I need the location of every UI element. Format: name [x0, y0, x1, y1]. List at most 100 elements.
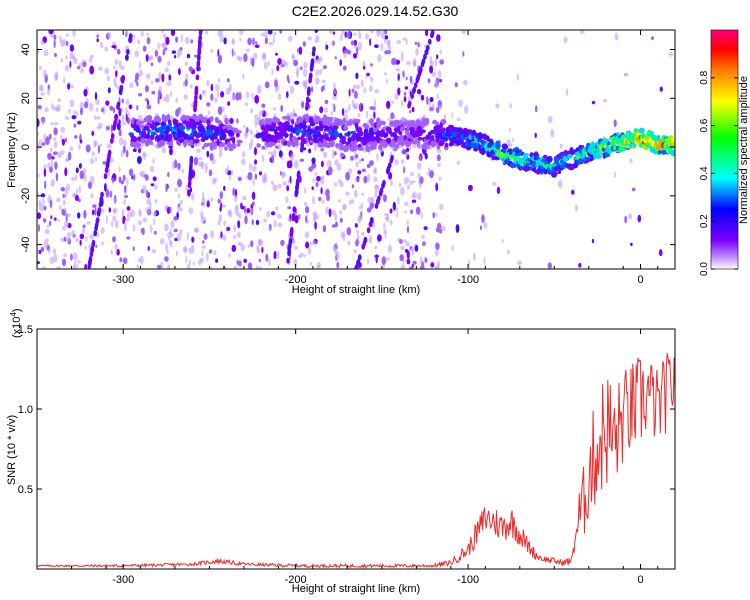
heatmap-cell: [81, 228, 86, 234]
heatmap-cell: [176, 250, 178, 257]
heatmap-cell: [300, 252, 304, 257]
heatmap-cell: [139, 255, 144, 265]
heatmap-cell: [210, 137, 215, 141]
heatmap-cell: [166, 113, 171, 121]
heatmap-cell: [299, 66, 303, 71]
heatmap-cell: [104, 46, 109, 52]
heatmap-cell: [376, 152, 379, 162]
heatmap-cell: [258, 258, 261, 263]
heatmap-cell: [223, 265, 226, 269]
heatmap-cell: [406, 147, 410, 152]
heatmap-cell: [218, 149, 223, 158]
heatmap-cell: [263, 218, 268, 223]
heatmap-cell: [427, 78, 431, 84]
heatmap-cell: [354, 223, 358, 228]
heatmap-cell: [122, 257, 128, 265]
heatmap-cell: [74, 135, 78, 139]
heatmap-cell: [373, 176, 378, 183]
heatmap-cell: [254, 114, 259, 121]
heatmap-cell: [485, 135, 490, 141]
heatmap-cell: [288, 160, 293, 169]
heatmap-cell: [203, 233, 208, 240]
heatmap-cell: [50, 179, 56, 187]
heatmap-cell: [89, 102, 94, 112]
heatmap-cell: [186, 264, 191, 269]
heatmap-cell: [225, 87, 231, 96]
heatmap-cell: [354, 264, 359, 269]
heatmap-cell: [357, 234, 360, 240]
heatmap-cell: [71, 230, 76, 237]
heatmap-cell: [389, 208, 393, 214]
heatmap-cell: [87, 181, 93, 189]
heatmap-cell: [44, 180, 47, 190]
heatmap-cell: [189, 139, 194, 145]
heatmap-cell: [516, 73, 519, 81]
heatmap-cell: [411, 106, 415, 113]
heatmap-cell: [115, 70, 118, 78]
heatmap-cell: [263, 172, 267, 181]
heatmap-cell: [657, 150, 663, 155]
heatmap-cell: [203, 220, 206, 224]
heatmap-cell: [124, 222, 127, 232]
heatmap-cell: [438, 140, 444, 147]
heatmap-cell: [315, 76, 320, 85]
heatmap-cell: [409, 75, 413, 84]
heatmap-cell: [37, 132, 40, 136]
heatmap-cell: [402, 259, 405, 266]
heatmap-cell: [183, 94, 188, 100]
heatmap-cell: [209, 266, 213, 269]
heatmap-cell: [150, 131, 157, 136]
heatmap-cell: [461, 30, 467, 35]
heatmap-cell: [303, 61, 308, 69]
heatmap-cell: [122, 145, 126, 154]
heatmap-cell: [96, 34, 99, 39]
heatmap-cell: [403, 91, 407, 96]
heatmap-cell: [216, 138, 220, 146]
heatmap-cell: [79, 139, 83, 144]
heatmap-cell: [454, 82, 458, 88]
heatmap-cell: [65, 55, 68, 60]
heatmap-cell: [43, 164, 47, 170]
heatmap-cell: [307, 86, 311, 93]
heatmap-cell: [339, 209, 342, 215]
heatmap-cell: [52, 151, 58, 155]
heatmap-cell: [358, 30, 362, 40]
heatmap-cell: [261, 145, 266, 150]
heatmap-cell: [287, 206, 292, 210]
heatmap-cell: [118, 59, 122, 69]
heatmap-cell: [325, 206, 329, 215]
heatmap-cell: [443, 113, 447, 121]
heatmap-cell: [305, 131, 310, 137]
heatmap-cell: [210, 230, 215, 239]
heatmap-cell: [274, 79, 278, 88]
heatmap-cell: [370, 216, 374, 223]
heatmap-cell: [161, 30, 164, 34]
heatmap-cell: [385, 257, 390, 261]
heatmap-cell: [387, 162, 392, 169]
heatmap-cell: [321, 79, 326, 84]
heatmap-cell: [506, 250, 510, 255]
heatmap-cell: [125, 149, 129, 158]
heatmap-cell: [39, 65, 42, 71]
heatmap-cell: [140, 228, 144, 234]
heatmap-cell: [369, 129, 375, 137]
heatmap-cell: [167, 171, 170, 178]
heatmap-cell: [40, 40, 45, 45]
heatmap-cell: [277, 222, 283, 228]
heatmap-cell: [59, 204, 62, 211]
heatmap-cell: [436, 93, 439, 100]
heatmap-cell: [518, 149, 523, 156]
heatmap-cell: [190, 244, 195, 254]
heatmap-cell: [339, 33, 343, 42]
heatmap-cell: [442, 119, 447, 125]
heatmap-cell: [437, 148, 442, 154]
heatmap-cell: [136, 156, 142, 164]
heatmap-cell: [164, 223, 169, 232]
heatmap-cell: [254, 44, 260, 48]
heatmap-cell: [248, 142, 252, 150]
heatmap-cell: [279, 30, 283, 34]
heatmap-cell: [602, 98, 607, 103]
heatmap-cell: [179, 199, 183, 205]
heatmap-cell: [319, 106, 324, 114]
heatmap-cell: [138, 148, 141, 154]
